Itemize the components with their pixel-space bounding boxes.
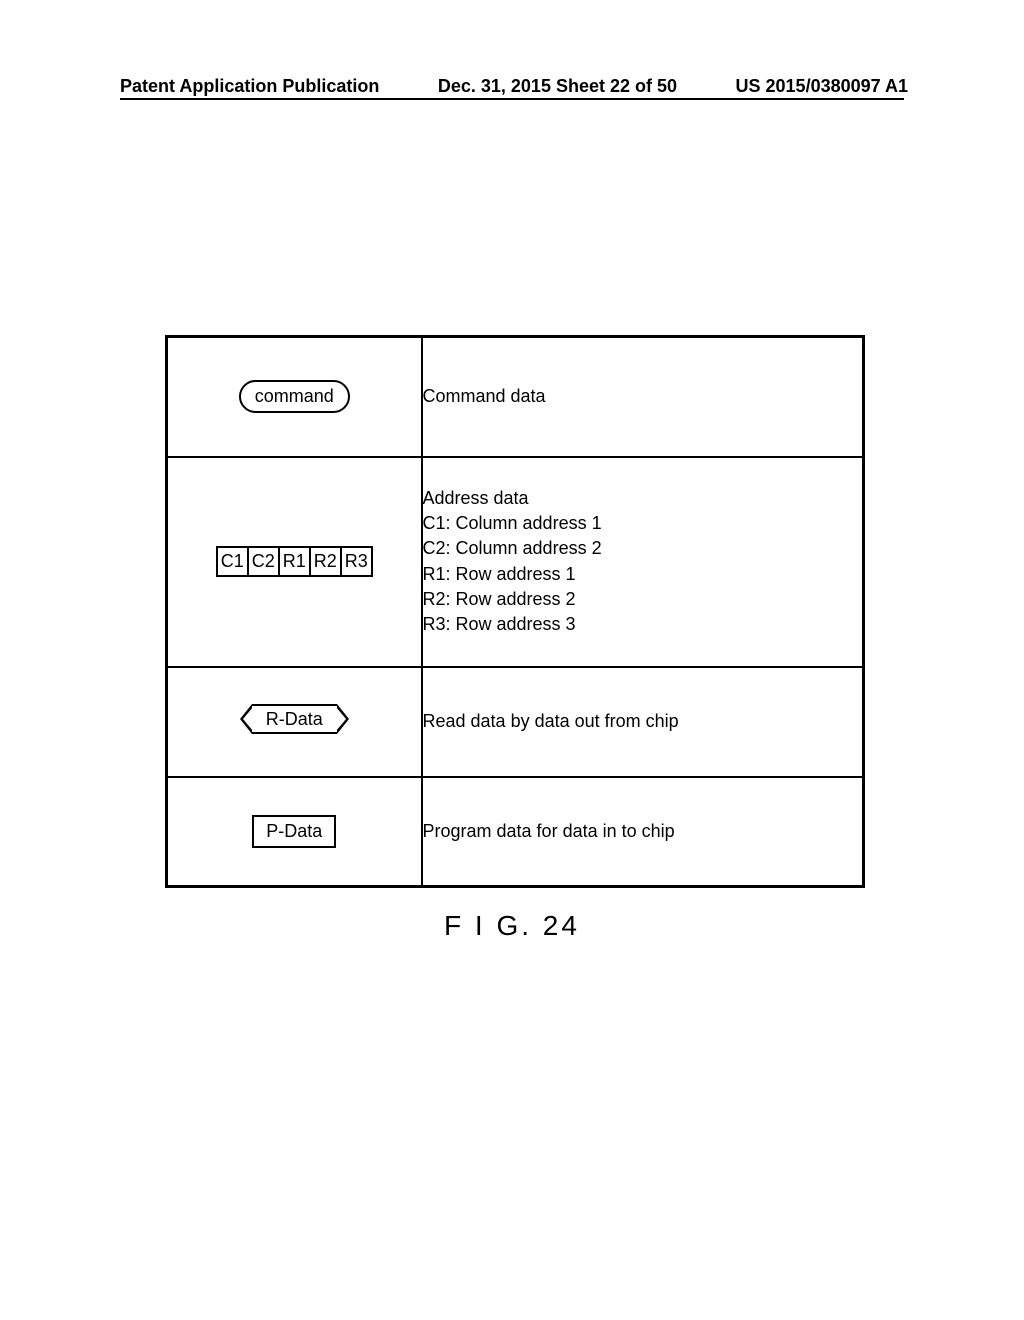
address-box: C1: [216, 546, 249, 577]
page-header: Patent Application Publication Dec. 31, …: [0, 76, 1024, 97]
address-box-row: C1 C2 R1 R2 R3: [216, 546, 373, 577]
symbol-cell-rdata: R-Data: [167, 667, 422, 777]
symbol-cell-pdata: P-Data: [167, 777, 422, 887]
header-left: Patent Application Publication: [120, 76, 379, 97]
symbol-cell-address: C1 C2 R1 R2 R3: [167, 457, 422, 667]
address-desc-line: C2: Column address 2: [423, 536, 863, 561]
table-row: command Command data: [167, 337, 864, 457]
rdata-hexagon: R-Data: [240, 704, 349, 734]
address-desc-line: R2: Row address 2: [423, 587, 863, 612]
desc-cell-rdata: Read data by data out from chip: [422, 667, 864, 777]
legend-table: command Command data C1 C2 R1 R2 R3 Addr…: [165, 335, 865, 888]
address-desc-line: R3: Row address 3: [423, 612, 863, 637]
address-box: R3: [340, 546, 373, 577]
header-divider: [120, 98, 904, 100]
desc-cell-pdata: Program data for data in to chip: [422, 777, 864, 887]
desc-cell-command: Command data: [422, 337, 864, 457]
address-desc-line: Address data: [423, 486, 863, 511]
hex-cap-left-icon: [240, 704, 252, 734]
page: Patent Application Publication Dec. 31, …: [0, 0, 1024, 1320]
address-box: R2: [309, 546, 342, 577]
desc-cell-address: Address data C1: Column address 1 C2: Co…: [422, 457, 864, 667]
hex-cap-right-icon: [337, 704, 349, 734]
address-box: C2: [247, 546, 280, 577]
address-desc-line: R1: Row address 1: [423, 562, 863, 587]
figure-caption: F I G. 24: [0, 910, 1024, 942]
address-box: R1: [278, 546, 311, 577]
command-pill: command: [239, 380, 350, 413]
rdata-label: R-Data: [252, 704, 337, 734]
table-row: R-Data Read data by data out from chip: [167, 667, 864, 777]
header-center: Dec. 31, 2015 Sheet 22 of 50: [438, 76, 677, 97]
header-right: US 2015/0380097 A1: [736, 76, 908, 97]
table-row: C1 C2 R1 R2 R3 Address data C1: Column a…: [167, 457, 864, 667]
symbol-cell-command: command: [167, 337, 422, 457]
pdata-box: P-Data: [252, 815, 336, 848]
table-row: P-Data Program data for data in to chip: [167, 777, 864, 887]
address-desc-line: C1: Column address 1: [423, 511, 863, 536]
